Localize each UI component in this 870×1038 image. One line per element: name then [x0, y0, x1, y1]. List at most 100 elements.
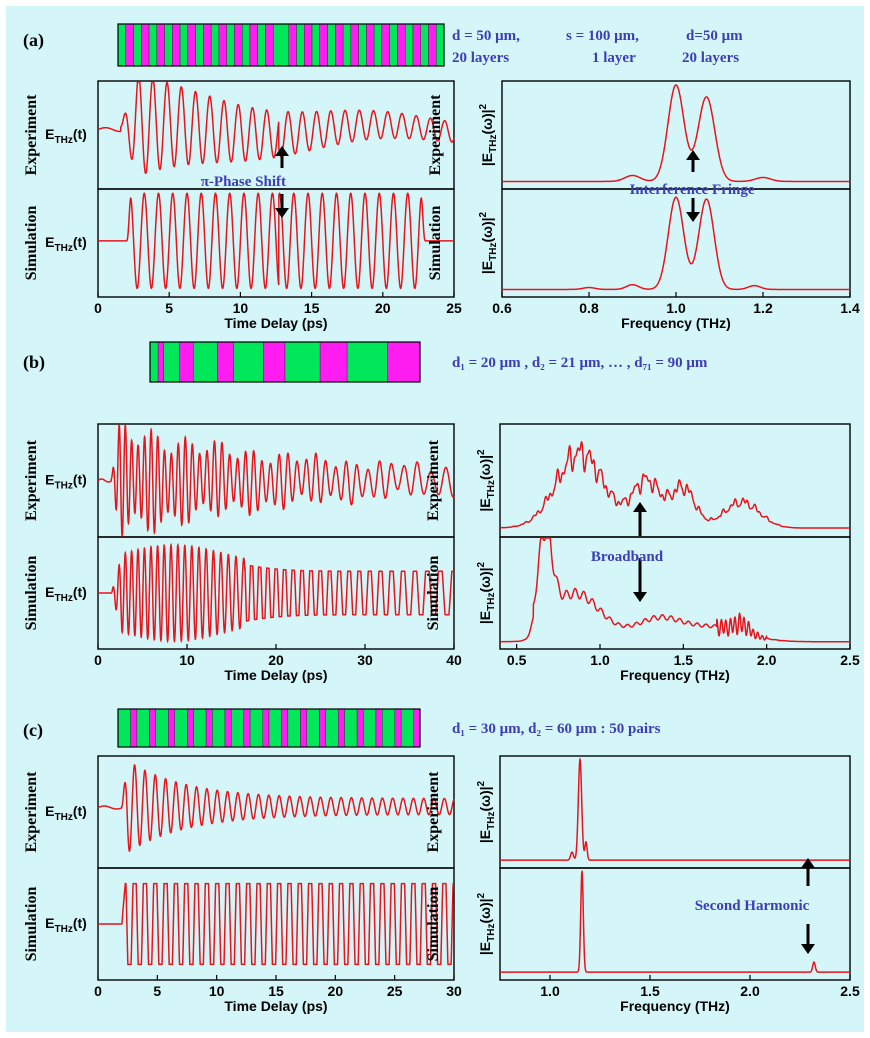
series-line — [502, 196, 850, 291]
y-axis-title-part: |E — [479, 261, 495, 274]
panel-label: (b) — [23, 352, 45, 373]
x-axis-title: Frequency (THz) — [620, 998, 730, 1014]
row-label: Experiment — [425, 439, 442, 521]
freq-plot-experiment — [501, 80, 851, 190]
x-tick-label: 0 — [94, 300, 102, 316]
structure-layer — [217, 341, 234, 383]
series-line — [98, 192, 454, 290]
structure-layer — [149, 708, 156, 748]
x-tick-label: 1.2 — [753, 300, 773, 316]
figure-svg: (a) d = 50 μm, s = 100 μm, d=50 μm 20 layers… — [23, 23, 860, 1014]
x-tick-label: 1.0 — [590, 652, 610, 668]
structure-layer — [234, 23, 243, 67]
structure-layer — [381, 23, 390, 67]
structure-layer — [226, 23, 235, 67]
structure-caption: 1 layer — [592, 50, 636, 66]
series-line — [502, 84, 850, 183]
y-axis-title-part: THz — [55, 481, 73, 492]
x-tick-label: 2.5 — [840, 983, 860, 999]
series-line — [500, 537, 850, 643]
structure-layer — [358, 23, 367, 67]
phase-shift-arrow-down-head — [275, 208, 289, 218]
y-axis-title-part: |E — [477, 611, 493, 624]
harmonic-arrow-up-head — [801, 858, 815, 868]
y-axis-title-part: (t) — [73, 472, 87, 488]
structure-layer — [344, 708, 358, 748]
structure-layer — [187, 708, 194, 748]
x-tick-label: 20 — [268, 652, 284, 668]
y-axis-title-part: |E — [477, 498, 493, 511]
y-axis-title: |ETHz(ω)|2 — [476, 449, 497, 512]
y-axis-title-part: THz — [486, 812, 497, 830]
structure-layer — [300, 708, 307, 748]
x-tick-label: 2.0 — [740, 983, 760, 999]
structure-layer — [141, 23, 150, 67]
y-axis-title-part: THz — [55, 812, 73, 823]
structure-layer — [306, 708, 320, 748]
y-axis-title-part: 2 — [478, 211, 489, 217]
x-tick-label: 20 — [375, 300, 391, 316]
row-label: Simulation — [427, 206, 444, 281]
y-axis-title-part: |E — [477, 830, 493, 843]
y-axis-title-part: 2 — [476, 892, 487, 898]
row-label: Simulation — [23, 206, 40, 281]
structure-layer — [210, 23, 220, 67]
harmonic-arrow-down-head — [801, 944, 815, 954]
row-label: Simulation — [23, 556, 40, 631]
y-axis-title-part: 2 — [478, 103, 489, 109]
structure-layer — [117, 708, 131, 748]
x-tick-label: 40 — [446, 652, 462, 668]
structure-layer — [268, 708, 282, 748]
x-tick-label: 2.0 — [757, 652, 777, 668]
x-tick-label: 2.5 — [840, 652, 860, 668]
structure-layer — [375, 708, 383, 748]
fringe-arrow-up-head — [686, 150, 700, 160]
structure-layer — [319, 341, 348, 383]
structure-layer — [187, 23, 196, 67]
structure-diagram — [117, 23, 445, 67]
structure-layer — [249, 708, 263, 748]
x-tick-label: 25 — [387, 983, 403, 999]
freq-plot-simulation — [499, 867, 851, 981]
structure-layer — [231, 708, 245, 748]
structure-caption: 20 layers — [452, 50, 509, 66]
structure-layer — [363, 708, 377, 748]
structure-layer — [342, 23, 352, 67]
figure-canvas: (a) d = 50 μm, s = 100 μm, d=50 μm 20 layers… — [6, 6, 864, 1032]
x-tick-label: 30 — [357, 652, 373, 668]
structure-layer — [257, 23, 266, 67]
structure-caption: s = 100 μm, — [566, 28, 639, 44]
structure-layer — [288, 23, 297, 67]
y-axis-title-part: E — [45, 234, 54, 250]
structure-layer — [412, 23, 421, 67]
structure-layer — [224, 708, 232, 748]
y-axis-title-part: THz — [55, 924, 73, 935]
structure-layer — [156, 23, 165, 67]
x-tick-label: 15 — [268, 983, 284, 999]
structure-layer — [350, 23, 359, 67]
y-axis-title: ETHz(t) — [45, 915, 87, 935]
structure-layer — [335, 23, 344, 67]
structure-layer — [327, 23, 336, 67]
structure-layer — [356, 708, 364, 748]
x-axis-title: Frequency (THz) — [621, 315, 731, 331]
structure-layer — [428, 23, 437, 67]
structure-layer — [243, 708, 251, 748]
row-label: Simulation — [425, 556, 442, 631]
annotation-second-harmonic: Second Harmonic — [695, 898, 810, 914]
y-axis-title-part: THz — [488, 135, 499, 153]
row-label: Experiment — [23, 771, 40, 853]
structure-layer — [125, 23, 134, 67]
y-axis-title: ETHz(t) — [45, 803, 87, 823]
structure-layer — [311, 23, 321, 67]
x-tick-label: 5 — [165, 300, 173, 316]
y-axis-title-part: THz — [486, 924, 497, 942]
structure-layer — [413, 708, 421, 748]
structure-layer — [387, 341, 421, 383]
x-axis-title: Time Delay (ps) — [224, 998, 327, 1014]
y-axis-title: |ETHz(ω)|2 — [476, 561, 497, 624]
x-axis-title: Time Delay (ps) — [224, 315, 327, 331]
y-axis-title-part: 2 — [476, 561, 487, 567]
series-line — [499, 440, 850, 529]
x-tick-label: 0 — [94, 652, 102, 668]
